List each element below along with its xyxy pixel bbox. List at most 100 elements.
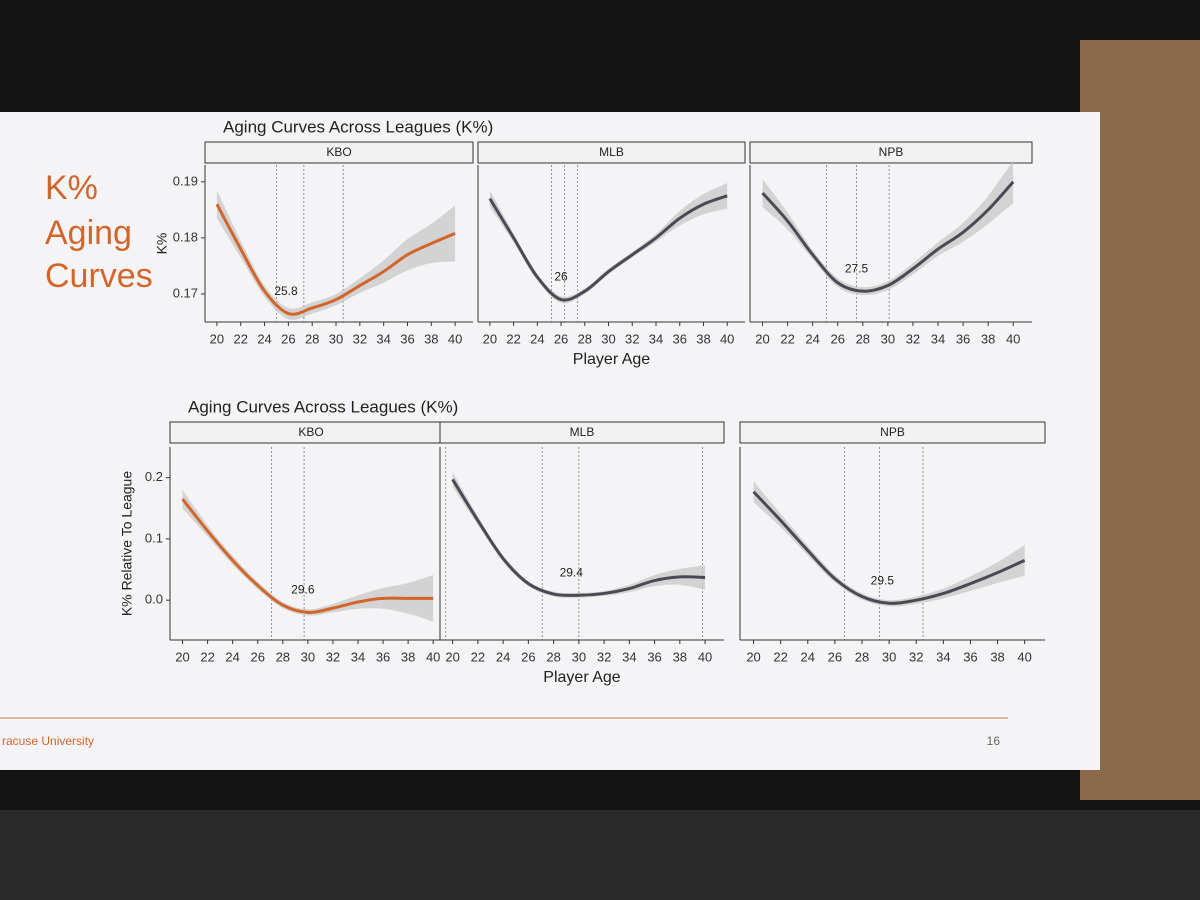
x-tick-label: 26 [521,649,535,664]
x-tick-label: 26 [554,331,568,346]
panel-strip [739,421,1046,444]
y-tick-label: 0.19 [173,173,198,188]
x-tick-label: 32 [906,331,920,346]
x-tick-label: 26 [828,649,842,664]
x-tick-label: 28 [276,649,290,664]
peak-label: 29.6 [291,583,315,597]
x-tick-label: 40 [720,331,734,346]
chart-title: Aging Curves Across Leagues (K%) [188,397,458,416]
panel-strip [477,141,746,164]
x-tick-label: 30 [601,331,615,346]
x-tick-label: 36 [376,649,390,664]
panel-strip [204,141,474,164]
confidence-band [762,160,1014,296]
chart-title: Aging Curves Across Leagues (K%) [223,117,493,136]
x-tick-label: 36 [963,649,977,664]
y-tick-label: 0.1 [145,530,163,545]
x-tick-label: 24 [801,649,815,664]
x-tick-label: 40 [1017,649,1031,664]
x-tick-label: 32 [353,331,367,346]
x-tick-label: 40 [698,649,712,664]
x-tick-label: 30 [329,331,343,346]
x-tick-label: 34 [931,331,945,346]
x-tick-label: 24 [530,331,544,346]
x-tick-label: 20 [755,331,769,346]
panel-label: KBO [326,145,351,159]
panel-label: MLB [570,425,595,439]
y-tick-label: 0.2 [145,469,163,484]
x-tick-label: 20 [210,331,224,346]
x-tick-label: 24 [805,331,819,346]
confidence-band [182,489,434,622]
x-tick-label: 38 [990,649,1004,664]
x-tick-label: 32 [909,649,923,664]
curve [752,490,1026,605]
panel-label: MLB [599,145,624,159]
x-tick-label: 28 [305,331,319,346]
x-tick-label: 30 [301,649,315,664]
x-tick-label: 24 [496,649,510,664]
x-tick-label: 28 [856,331,870,346]
footer: racuse University [2,734,94,748]
confidence-band [489,182,728,304]
x-tick-label: 22 [233,331,247,346]
x-tick-label: 22 [506,331,520,346]
x-tick-label: 22 [471,649,485,664]
x-tick-label: 28 [855,649,869,664]
x-tick-label: 40 [1006,331,1020,346]
x-tick-label: 26 [250,649,264,664]
curve [761,180,1015,293]
x-tick-label: 20 [483,331,497,346]
peak-label: 29.4 [560,565,584,579]
x-tick-label: 34 [936,649,950,664]
x-tick-label: 30 [572,649,586,664]
panel-label: KBO [298,425,323,439]
curve [488,194,728,302]
x-tick-label: 38 [981,331,995,346]
panel-label: NPB [879,145,904,159]
x-tick-label: 22 [780,331,794,346]
slide-title-line: Curves [45,257,153,295]
x-tick-label: 22 [773,649,787,664]
y-tick-label: 0.18 [173,229,198,244]
x-tick-label: 30 [881,331,895,346]
x-tick-label: 32 [597,649,611,664]
x-tick-label: 36 [400,331,414,346]
x-tick-label: 36 [647,649,661,664]
x-tick-label: 28 [546,649,560,664]
panel-strip [439,421,725,444]
y-axis-label: K% [154,233,170,255]
y-tick-label: 0.0 [145,592,163,607]
panel-strip [749,141,1033,164]
x-tick-label: 24 [257,331,271,346]
x-tick-label: 40 [426,649,440,664]
slide-title-line: K% [45,169,98,207]
x-tick-label: 34 [622,649,636,664]
x-tick-label: 30 [882,649,896,664]
peak-label: 25.8 [274,284,298,298]
curve [451,478,706,597]
x-tick-label: 20 [175,649,189,664]
x-tick-label: 34 [351,649,365,664]
y-axis-label: K% Relative To League [119,471,135,616]
x-tick-label: 36 [672,331,686,346]
peak-label: 27.5 [845,261,869,275]
x-tick-label: 38 [696,331,710,346]
y-tick-label: 0.17 [173,285,198,300]
x-axis-label: Player Age [543,669,620,686]
x-tick-label: 26 [830,331,844,346]
x-tick-label: 32 [326,649,340,664]
x-tick-label: 26 [281,331,295,346]
x-tick-label: 28 [578,331,592,346]
x-tick-label: 36 [956,331,970,346]
x-tick-label: 38 [673,649,687,664]
x-tick-label: 32 [625,331,639,346]
x-tick-label: 34 [376,331,390,346]
curve [181,498,434,614]
floor [0,810,1200,900]
curve [215,203,456,316]
panel-label: NPB [880,425,905,439]
x-tick-label: 24 [225,649,239,664]
